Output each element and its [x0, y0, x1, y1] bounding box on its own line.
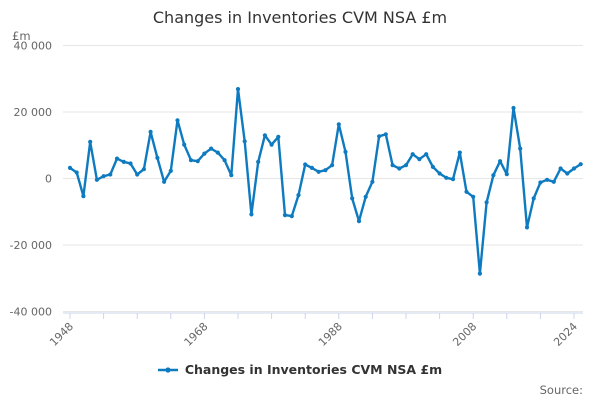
legend[interactable]: Changes in Inventories CVM NSA £m	[0, 362, 600, 377]
svg-text:40 000: 40 000	[14, 40, 53, 53]
legend-label: Changes in Inventories CVM NSA £m	[184, 362, 443, 377]
x-axis-labels: 1948 1968 1988 2008 2024	[47, 320, 580, 349]
data-series-line	[67, 87, 583, 276]
chart-svg[interactable]: 40 000 20 000 0 -20 000 -40 000 1948 1968 1988…	[0, 0, 600, 358]
y-axis-unit-label: £m	[12, 29, 31, 43]
svg-text:1988: 1988	[316, 320, 345, 349]
svg-text:1948: 1948	[47, 320, 76, 349]
svg-text:0: 0	[45, 173, 52, 186]
y-axis-labels: 40 000 20 000 0 -20 000 -40 000	[10, 40, 52, 319]
svg-text:2024: 2024	[551, 320, 580, 349]
svg-text:20 000: 20 000	[14, 106, 53, 119]
svg-text:2008: 2008	[450, 320, 479, 349]
svg-text:-20 000: -20 000	[10, 239, 52, 252]
svg-text:-40 000: -40 000	[10, 306, 52, 319]
x-axis	[63, 312, 583, 319]
gridlines	[63, 45, 583, 312]
source-caption: Source:	[539, 383, 583, 397]
legend-line-icon	[157, 366, 178, 373]
chart-title: Changes in Inventories CVM NSA £m	[152, 8, 448, 27]
svg-text:1968: 1968	[182, 320, 211, 349]
